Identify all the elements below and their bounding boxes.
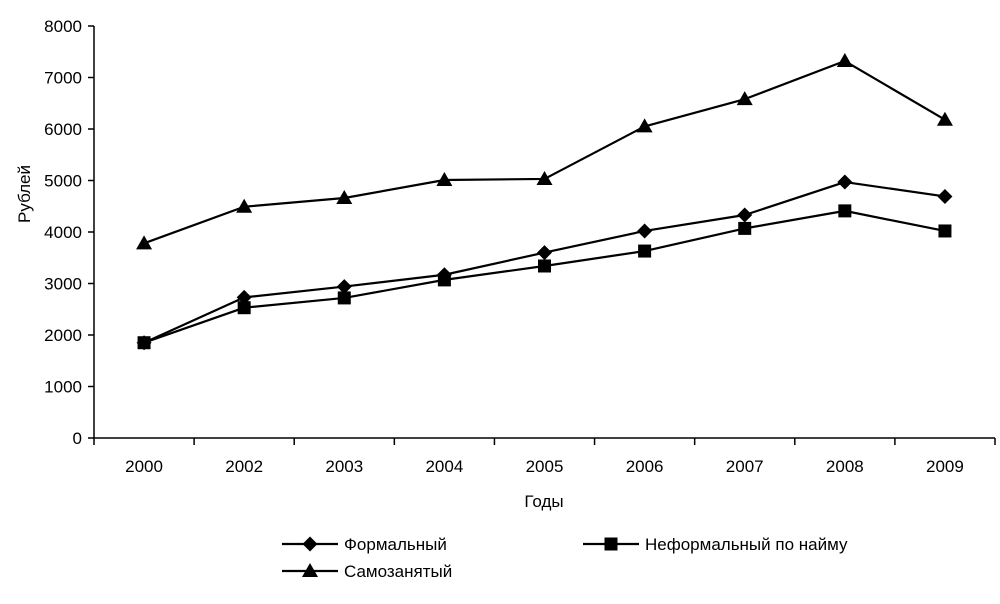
data-point-square	[938, 224, 952, 238]
y-tick-label: 5000	[44, 172, 82, 191]
data-point-triangle	[636, 118, 653, 133]
axes	[93, 26, 995, 439]
y-tick-label: 6000	[44, 120, 82, 139]
series-self-employed	[136, 53, 953, 250]
data-point-diamond	[336, 279, 352, 295]
data-point-square	[738, 221, 752, 235]
data-point-square	[337, 291, 351, 305]
data-point-triangle	[936, 111, 953, 126]
data-point-diamond	[637, 223, 653, 239]
legend-item-informal-hired: Неформальный по найму	[583, 535, 848, 554]
data-point-diamond	[236, 289, 252, 305]
legend-label: Неформальный по найму	[645, 535, 848, 554]
data-point-square	[437, 273, 451, 287]
y-ticks: 0 1000 2000 3000 4000 5000 6000 7000 8000	[44, 17, 94, 448]
series-layer	[136, 53, 953, 351]
data-point-square	[638, 244, 652, 258]
data-point-diamond	[537, 245, 552, 261]
y-tick-label: 8000	[44, 17, 82, 36]
series-informal-hired	[137, 204, 952, 350]
y-tick-label: 2000	[44, 326, 82, 345]
y-tick-label: 7000	[44, 69, 82, 88]
y-axis-title: Рублей	[15, 165, 34, 223]
x-tick-label: 2002	[225, 457, 263, 476]
data-point-square	[838, 204, 852, 218]
data-point-diamond	[937, 188, 953, 204]
legend-label: Самозанятый	[344, 562, 452, 581]
y-tick-label: 1000	[44, 378, 82, 397]
x-tick-label: 2008	[826, 457, 864, 476]
data-point-triangle	[236, 198, 253, 213]
data-point-diamond	[837, 174, 853, 190]
legend-item-formal: Формальный	[282, 535, 447, 554]
legend-marker-square	[604, 537, 618, 551]
y-tick-label: 0	[73, 429, 82, 448]
legend-item-self-employed: Самозанятый	[282, 562, 452, 581]
x-ticks: 2000 2002 2003 2004 2005 2006 2007 2008 2009	[93, 438, 996, 476]
y-tick-label: 4000	[44, 223, 82, 242]
data-point-triangle	[336, 190, 353, 205]
y-tick-label: 3000	[44, 275, 82, 294]
legend-marker-diamond	[302, 536, 318, 552]
data-point-triangle	[136, 235, 153, 250]
x-tick-label: 2004	[425, 457, 463, 476]
legend-marker-triangle	[302, 563, 318, 577]
x-tick-label: 2006	[626, 457, 664, 476]
data-point-diamond	[737, 207, 753, 223]
x-tick-label: 2009	[926, 457, 964, 476]
data-point-square	[137, 336, 151, 350]
data-point-square	[237, 301, 251, 315]
x-tick-label: 2000	[125, 457, 163, 476]
data-point-triangle	[736, 91, 753, 106]
data-point-triangle	[836, 53, 853, 68]
x-tick-label: 2007	[726, 457, 764, 476]
x-tick-label: 2003	[325, 457, 363, 476]
x-axis-title: Годы	[524, 492, 563, 511]
legend-label: Формальный	[344, 535, 447, 554]
data-point-triangle	[536, 170, 553, 185]
x-tick-label: 2005	[526, 457, 564, 476]
data-point-square	[538, 259, 551, 273]
series-line-informal-hired	[143, 209, 946, 344]
legend: Формальный Неформальный по найму Самозанят…	[282, 535, 848, 581]
data-point-triangle	[436, 171, 453, 186]
series-line-self-employed	[143, 59, 946, 245]
